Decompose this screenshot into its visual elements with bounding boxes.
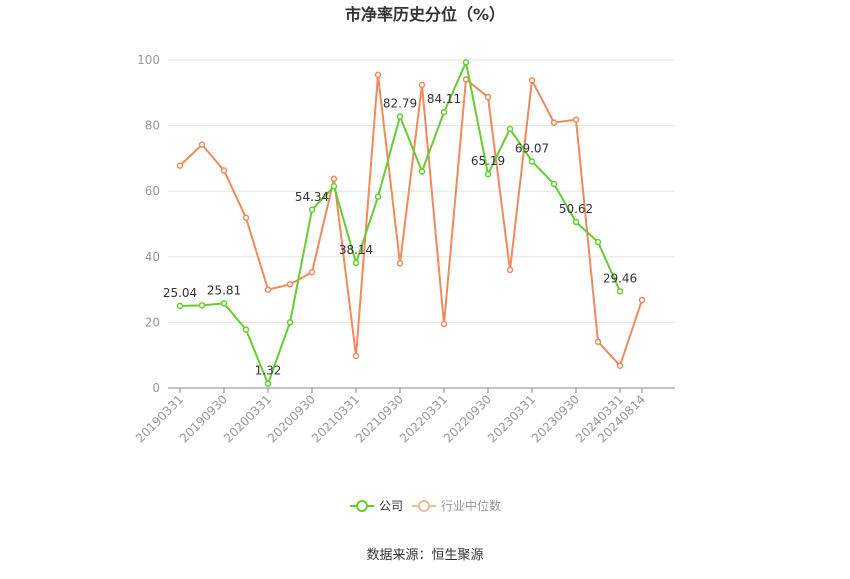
data-point-company[interactable] <box>220 300 228 307</box>
data-point-company[interactable] <box>374 193 382 201</box>
data-label: 50.62 <box>559 202 593 216</box>
data-point-industry-median[interactable] <box>484 93 492 101</box>
data-point-company[interactable] <box>308 206 316 214</box>
data-label: 29.46 <box>603 271 637 285</box>
data-source: 数据来源：恒生聚源 <box>366 548 483 563</box>
data-point-industry-median[interactable] <box>528 77 536 84</box>
data-label: 1.32 <box>255 364 282 378</box>
data-point-industry-median[interactable] <box>264 286 272 293</box>
data-point-industry-median[interactable] <box>176 162 184 169</box>
data-point-industry-median[interactable] <box>638 296 646 304</box>
data-label: 82.79 <box>383 96 417 110</box>
data-label: 65.19 <box>471 154 505 168</box>
data-point-industry-median[interactable] <box>308 268 316 276</box>
data-point-company[interactable] <box>572 218 580 226</box>
data-point-company[interactable] <box>506 125 514 133</box>
series-line-industry-median <box>179 73 643 367</box>
data-label: 84.11 <box>427 92 461 106</box>
legend[interactable]: 公司 行业中位数 <box>350 498 501 513</box>
data-point-industry-median[interactable] <box>220 167 228 174</box>
data-point-company[interactable] <box>616 288 624 295</box>
data-point-industry-median[interactable] <box>242 214 250 222</box>
y-tick-label: 80 <box>145 119 160 133</box>
series-line-company <box>179 61 621 385</box>
data-point-industry-median[interactable] <box>462 76 470 83</box>
data-point-company[interactable] <box>352 259 360 267</box>
data-point-company[interactable] <box>198 302 206 309</box>
data-point-industry-median[interactable] <box>352 352 360 360</box>
data-point-industry-median[interactable] <box>594 338 602 346</box>
data-point-industry-median[interactable] <box>198 141 206 148</box>
y-tick-label: 0 <box>152 381 160 395</box>
gridlines <box>168 59 675 323</box>
data-label: 25.81 <box>207 283 241 297</box>
data-point-company[interactable] <box>550 180 558 188</box>
data-point-industry-median[interactable] <box>374 71 382 79</box>
legend-marker <box>418 500 430 512</box>
data-point-industry-median[interactable] <box>572 116 580 123</box>
data-point-company[interactable] <box>440 108 448 116</box>
y-tick-label: 40 <box>145 250 160 264</box>
data-point-company[interactable] <box>528 158 536 165</box>
data-point-company[interactable] <box>462 59 470 66</box>
y-tick-label: 20 <box>145 315 160 329</box>
data-label: 38.14 <box>339 243 373 257</box>
legend-label: 行业中位数 <box>441 498 501 513</box>
data-point-company[interactable] <box>330 183 338 190</box>
data-point-company[interactable] <box>396 113 404 120</box>
legend-item-company[interactable]: 公司 <box>350 499 403 513</box>
data-point-company[interactable] <box>484 170 492 178</box>
legend-marker <box>356 500 368 512</box>
data-point-industry-median[interactable] <box>440 320 448 328</box>
axes: 0204060801002019033120190930202003312020… <box>133 53 675 445</box>
chart-title: 市净率历史分位（%） <box>345 5 505 24</box>
y-tick-label: 60 <box>145 184 160 198</box>
data-point-industry-median[interactable] <box>286 281 294 288</box>
data-point-company[interactable] <box>242 326 250 333</box>
legend-label: 公司 <box>379 499 403 513</box>
legend-item-industry-median[interactable]: 行业中位数 <box>412 498 501 513</box>
data-point-industry-median[interactable] <box>330 175 338 182</box>
data-point-company[interactable] <box>286 319 294 326</box>
data-point-company[interactable] <box>418 168 426 175</box>
data-point-company[interactable] <box>594 238 602 246</box>
data-label: 25.04 <box>163 286 197 300</box>
data-point-company[interactable] <box>264 380 272 387</box>
data-point-company[interactable] <box>176 302 184 310</box>
data-label: 54.34 <box>295 190 329 204</box>
data-point-industry-median[interactable] <box>396 260 404 267</box>
y-tick-label: 100 <box>137 53 160 67</box>
data-point-industry-median[interactable] <box>418 81 426 89</box>
data-point-industry-median[interactable] <box>550 119 558 126</box>
data-labels: 25.04 25.81 1.32 54.34 38.14 82.79 84.11 65.19 6… <box>163 92 637 378</box>
series-lines <box>176 59 646 387</box>
data-label: 69.07 <box>515 141 549 155</box>
data-point-industry-median[interactable] <box>616 362 624 369</box>
data-point-industry-median[interactable] <box>506 266 514 274</box>
